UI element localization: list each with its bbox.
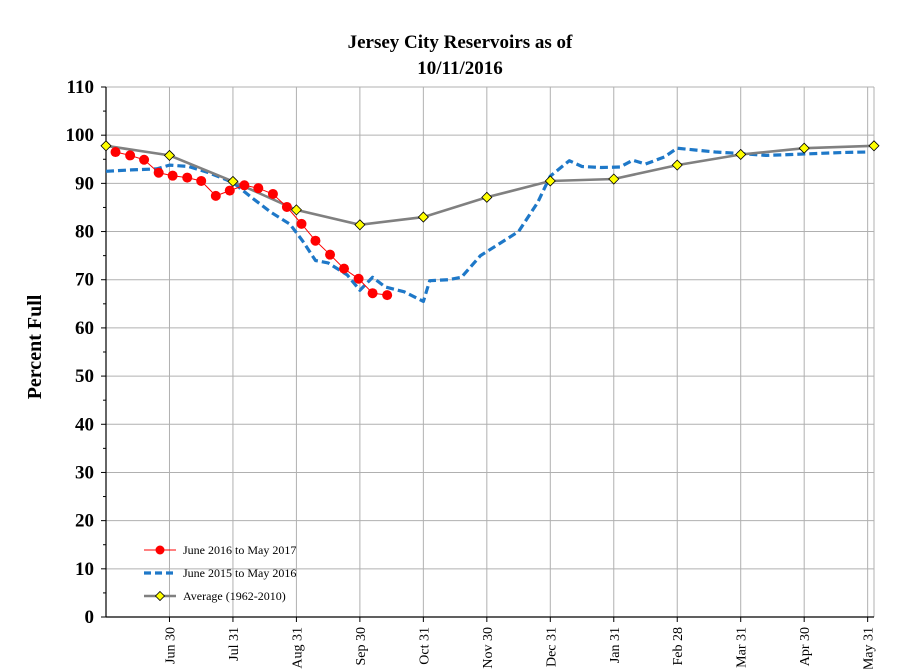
legend-label-2016: June 2016 to May 2017 bbox=[183, 543, 296, 557]
x-tick-label: Jul 31 bbox=[227, 627, 242, 661]
y-tick-label: 80 bbox=[75, 222, 94, 243]
average-point bbox=[417, 211, 429, 223]
series-2016-point bbox=[196, 175, 207, 186]
legend: June 2016 to May 2017 June 2015 to May 20… bbox=[144, 543, 296, 603]
series-2016-point bbox=[110, 147, 121, 158]
average-point bbox=[671, 159, 683, 171]
average-point bbox=[798, 142, 810, 154]
y-tick-label: 70 bbox=[75, 270, 94, 291]
legend-marker-2016 bbox=[155, 545, 165, 555]
average-point bbox=[290, 204, 302, 216]
series-2016-point bbox=[224, 185, 235, 196]
series-average-line bbox=[105, 144, 875, 227]
y-tick-label: 0 bbox=[85, 607, 95, 628]
y-tick-label: 110 bbox=[67, 77, 94, 98]
series-2016-point bbox=[253, 183, 264, 194]
average-point bbox=[544, 175, 556, 187]
average-point bbox=[100, 140, 112, 152]
series-2016-point bbox=[267, 188, 278, 199]
x-tick-label: Nov 30 bbox=[481, 627, 496, 669]
average-point bbox=[868, 140, 880, 152]
series-2016-point bbox=[281, 201, 292, 212]
series-2016-point bbox=[239, 180, 250, 191]
x-tick-label: Sep 30 bbox=[354, 627, 369, 666]
x-tick-label: Jan 31 bbox=[608, 627, 623, 663]
average-point bbox=[735, 148, 747, 161]
y-tick-label: 10 bbox=[75, 559, 94, 580]
x-tick-labels: Jun 30 Jul 31 Aug 31 Sep 30 Oct 31 Nov 30 Dec … bbox=[163, 627, 876, 669]
average-point bbox=[354, 219, 366, 231]
x-tick-label: Apr 30 bbox=[798, 627, 813, 666]
series-2016-point bbox=[353, 273, 364, 284]
series-2016-point bbox=[125, 150, 136, 161]
series-2016-point bbox=[296, 218, 307, 229]
series-2016-point bbox=[210, 190, 221, 201]
grid-lines bbox=[106, 86, 874, 617]
series-2015-line bbox=[105, 146, 868, 303]
y-tick-labels: 0 10 20 30 40 50 60 70 80 90 100 110 bbox=[66, 77, 95, 628]
chart-title-line1: Jersey City Reservoirs as of bbox=[348, 32, 573, 53]
x-tick-label: Aug 31 bbox=[290, 627, 305, 669]
x-tick-label: May 31 bbox=[862, 627, 877, 669]
average-point bbox=[227, 175, 239, 188]
series-2016-point bbox=[382, 290, 393, 301]
series-2016-point bbox=[167, 170, 178, 181]
series-2016-point bbox=[182, 172, 193, 183]
axes bbox=[101, 86, 875, 622]
series-2016-point bbox=[367, 288, 378, 299]
x-tick-label: Oct 31 bbox=[417, 627, 432, 665]
x-tick-label: Feb 28 bbox=[671, 627, 686, 666]
series-2016-point bbox=[325, 249, 336, 260]
chart-title-line2: 10/11/2016 bbox=[417, 58, 503, 79]
average-point bbox=[481, 191, 493, 203]
x-tick-label: Jun 30 bbox=[163, 627, 178, 664]
y-tick-label: 90 bbox=[75, 173, 94, 194]
series-2016-point bbox=[339, 263, 350, 274]
y-tick-label: 100 bbox=[66, 125, 95, 146]
average-point bbox=[163, 149, 176, 161]
series-2016-point bbox=[153, 167, 164, 178]
x-tick-label: Mar 31 bbox=[735, 627, 750, 668]
y-tick-label: 50 bbox=[75, 366, 94, 387]
series-2016-point bbox=[139, 154, 150, 165]
y-tick-label: 20 bbox=[75, 511, 94, 532]
y-tick-label: 60 bbox=[75, 318, 94, 339]
y-axis-label: Percent Full bbox=[24, 294, 46, 399]
average-point bbox=[608, 173, 620, 185]
legend-label-average: Average (1962-2010) bbox=[183, 589, 286, 603]
legend-label-2015: June 2015 to May 2016 bbox=[183, 566, 296, 580]
y-tick-label: 30 bbox=[75, 462, 94, 483]
series-layer bbox=[100, 140, 880, 303]
y-tick-label: 40 bbox=[75, 414, 94, 435]
x-tick-label: Dec 31 bbox=[544, 627, 559, 667]
series-2016-point bbox=[310, 235, 321, 246]
legend-marker-average bbox=[154, 590, 166, 602]
